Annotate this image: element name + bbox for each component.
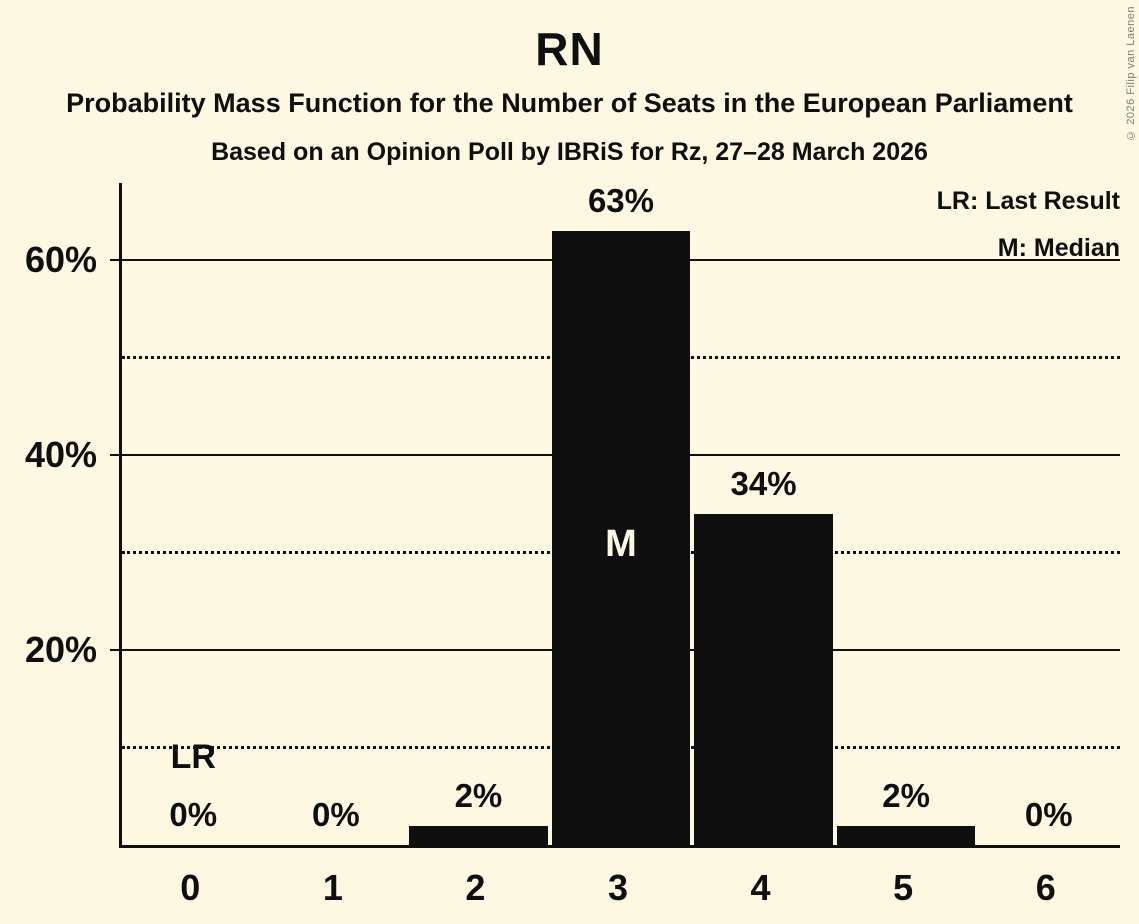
y-axis-tick-40pct bbox=[110, 454, 119, 456]
y-axis-tick-20pct bbox=[110, 649, 119, 651]
legend-median: M: Median bbox=[997, 234, 1120, 262]
chart-source-subtitle: Based on an Opinion Poll by IBRiS for Rz… bbox=[211, 138, 928, 166]
x-axis-label-6: 6 bbox=[1035, 867, 1056, 908]
bar-value-label-0: 0% bbox=[169, 796, 218, 833]
bar-value-label-3: 63% bbox=[587, 181, 655, 219]
last-result-marker: LR bbox=[170, 738, 216, 776]
bar-value-label-1: 0% bbox=[311, 796, 360, 833]
y-axis-label-20%: 20% bbox=[24, 629, 97, 670]
x-axis-label-1: 1 bbox=[322, 867, 343, 908]
bar-seats-5 bbox=[836, 825, 976, 845]
y-axis-label-60%: 60% bbox=[24, 239, 97, 280]
x-axis-label-5: 5 bbox=[893, 867, 914, 908]
bar-value-label-4: 34% bbox=[730, 464, 797, 502]
y-axis-label-40%: 40% bbox=[24, 434, 97, 475]
chart-title: RN bbox=[535, 23, 604, 75]
chart-subtitle: Probability Mass Function for the Number… bbox=[66, 88, 1073, 118]
plot-area: 0% 0% 2% 63% 34% 2% 0% M LR bbox=[110, 181, 1120, 848]
y-axis-tick-60pct bbox=[110, 259, 119, 261]
bar-value-label-6: 0% bbox=[1024, 796, 1073, 833]
bar-seats-2 bbox=[409, 825, 548, 845]
bar-value-label-2: 2% bbox=[454, 776, 503, 814]
legend-last-result: LR: Last Result bbox=[936, 187, 1120, 215]
legend: LR: Last Result M: Median bbox=[937, 184, 1120, 278]
median-marker: M bbox=[605, 523, 637, 565]
x-axis-label-3: 3 bbox=[607, 867, 628, 908]
bar-seats-4 bbox=[694, 513, 833, 845]
bar-seats-3 bbox=[551, 230, 691, 845]
x-axis-label-2: 2 bbox=[465, 867, 486, 908]
x-axis-label-0: 0 bbox=[180, 867, 201, 908]
x-axis-label-4: 4 bbox=[750, 867, 771, 908]
bar-value-label-5: 2% bbox=[882, 776, 930, 814]
